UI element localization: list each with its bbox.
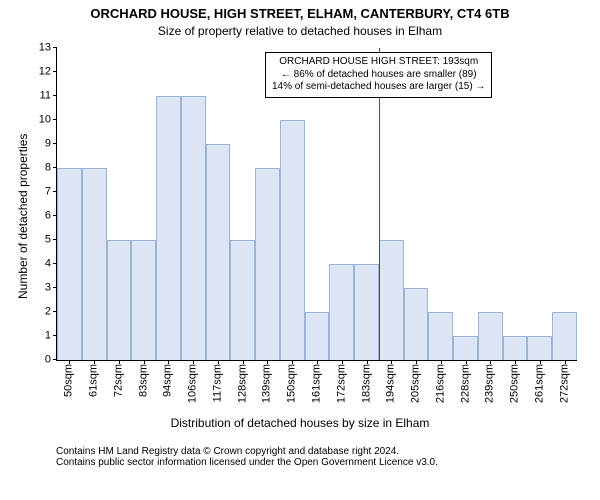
y-tick-label: 9 (45, 139, 57, 150)
x-tick-mark (144, 360, 145, 364)
x-tick-label: 72sqm (113, 360, 124, 397)
y-tick-label: 13 (39, 43, 57, 54)
x-tick-mark (94, 360, 95, 364)
y-tick-mark (53, 143, 57, 144)
histogram-bar (552, 312, 577, 360)
x-tick-label: 194sqm (386, 360, 397, 403)
plot-area: 01234567891011121350sqm61sqm72sqm83sqm94… (56, 48, 577, 361)
x-tick-label: 150sqm (287, 360, 298, 403)
x-tick-label: 216sqm (435, 360, 446, 403)
x-tick-mark (342, 360, 343, 364)
footnote-line-2: Contains public sector information licen… (56, 457, 438, 468)
y-tick-label: 7 (45, 187, 57, 198)
x-tick-mark (441, 360, 442, 364)
x-tick-mark (565, 360, 566, 364)
histogram-bar (404, 288, 429, 360)
footnote: Contains HM Land Registry data © Crown c… (56, 446, 438, 468)
x-tick-mark (119, 360, 120, 364)
histogram-bar (57, 168, 82, 360)
y-tick-label: 12 (39, 67, 57, 78)
histogram-bar (255, 168, 280, 360)
x-tick-label: 128sqm (237, 360, 248, 403)
x-tick-mark (292, 360, 293, 364)
y-tick-label: 8 (45, 163, 57, 174)
histogram-bar (478, 312, 503, 360)
y-tick-mark (53, 71, 57, 72)
x-tick-mark (193, 360, 194, 364)
y-tick-label: 11 (40, 91, 57, 102)
x-tick-mark (367, 360, 368, 364)
annotation-line: ← 86% of detached houses are smaller (89… (272, 69, 485, 82)
y-tick-label: 0 (45, 355, 57, 366)
x-tick-mark (490, 360, 491, 364)
x-tick-label: 272sqm (559, 360, 570, 403)
x-tick-label: 250sqm (510, 360, 521, 403)
annotation-box: ORCHARD HOUSE HIGH STREET: 193sqm← 86% o… (265, 52, 492, 98)
x-tick-mark (267, 360, 268, 364)
y-tick-label: 3 (45, 283, 57, 294)
histogram-bar (453, 336, 478, 360)
x-tick-label: 94sqm (163, 360, 174, 397)
x-tick-label: 61sqm (89, 360, 100, 397)
x-axis-label: Distribution of detached houses by size … (0, 416, 600, 430)
chart-subtitle: Size of property relative to detached ho… (0, 24, 600, 38)
x-tick-mark (466, 360, 467, 364)
y-tick-mark (53, 95, 57, 96)
y-tick-mark (53, 47, 57, 48)
x-tick-mark (69, 360, 70, 364)
x-tick-label: 205sqm (411, 360, 422, 403)
histogram-bar (329, 264, 354, 360)
x-tick-mark (168, 360, 169, 364)
x-tick-label: 106sqm (188, 360, 199, 403)
x-tick-label: 261sqm (534, 360, 545, 403)
y-tick-label: 2 (45, 307, 57, 318)
histogram-bar (230, 240, 255, 360)
x-tick-label: 161sqm (312, 360, 323, 403)
y-tick-label: 6 (45, 211, 57, 222)
y-tick-label: 10 (39, 115, 57, 126)
x-tick-mark (391, 360, 392, 364)
histogram-bar (280, 120, 305, 360)
x-tick-label: 228sqm (460, 360, 471, 403)
x-tick-label: 117sqm (212, 360, 223, 402)
histogram-bar (156, 96, 181, 360)
x-tick-mark (243, 360, 244, 364)
histogram-bar (131, 240, 156, 360)
x-tick-mark (317, 360, 318, 364)
y-tick-label: 4 (45, 259, 57, 270)
y-tick-label: 5 (45, 235, 57, 246)
y-tick-label: 1 (45, 331, 57, 342)
x-tick-label: 239sqm (485, 360, 496, 403)
x-tick-mark (218, 360, 219, 364)
histogram-bar (206, 144, 231, 360)
histogram-bar (305, 312, 330, 360)
x-tick-mark (416, 360, 417, 364)
annotation-line: ORCHARD HOUSE HIGH STREET: 193sqm (272, 56, 485, 69)
annotation-line: 14% of semi-detached houses are larger (… (272, 81, 485, 94)
chart-title: ORCHARD HOUSE, HIGH STREET, ELHAM, CANTE… (0, 6, 600, 21)
x-tick-label: 183sqm (361, 360, 372, 403)
x-tick-mark (515, 360, 516, 364)
histogram-bar (82, 168, 107, 360)
histogram-bar (503, 336, 528, 360)
x-tick-label: 50sqm (64, 360, 75, 397)
histogram-bar (527, 336, 552, 360)
histogram-bar (379, 240, 404, 360)
histogram-bar (107, 240, 132, 360)
y-axis-label: Number of detached properties (16, 134, 30, 299)
histogram-bar (428, 312, 453, 360)
x-tick-label: 83sqm (138, 360, 149, 397)
x-tick-label: 139sqm (262, 360, 273, 403)
histogram-bar (181, 96, 206, 360)
footnote-line-1: Contains HM Land Registry data © Crown c… (56, 446, 438, 457)
x-tick-label: 172sqm (336, 360, 347, 403)
y-tick-mark (53, 119, 57, 120)
histogram-bar (354, 264, 379, 360)
x-tick-mark (540, 360, 541, 364)
